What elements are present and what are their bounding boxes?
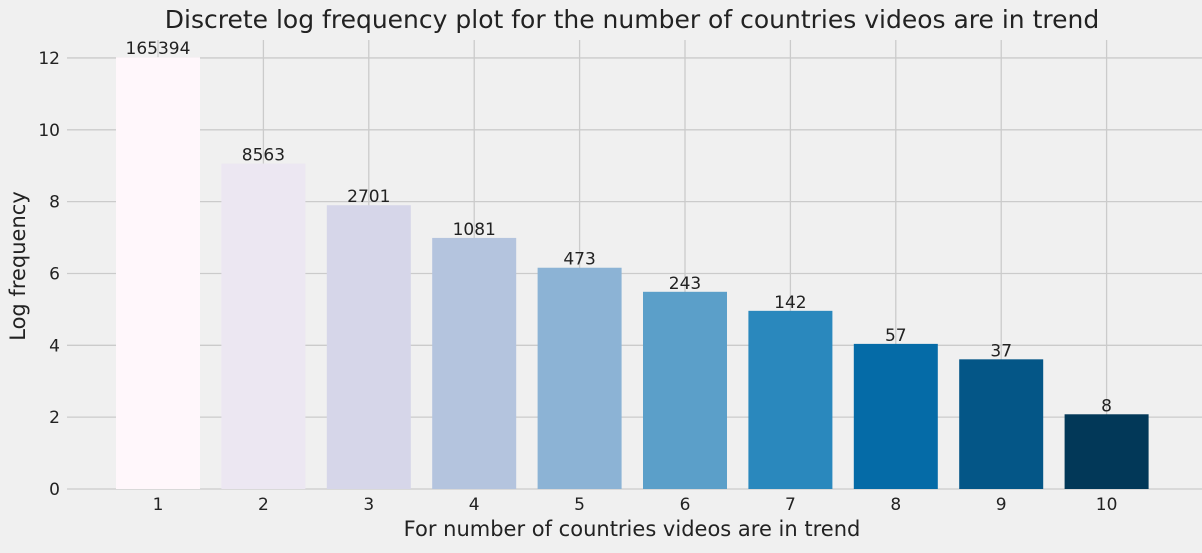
y-tick-label: 2 (49, 408, 60, 428)
x-tick-label: 10 (1096, 495, 1118, 515)
bar (432, 237, 517, 489)
bars (116, 57, 1149, 489)
bar (1064, 414, 1149, 489)
x-tick-label: 8 (890, 495, 901, 515)
x-tick-label: 2 (258, 495, 269, 515)
bar-data-labels: 165394 8563 2701 1081 473 243 142 57 37 8 (126, 39, 1112, 416)
x-axis-ticks: 1 2 3 4 5 6 7 8 9 10 (153, 495, 1118, 515)
x-tick-label: 9 (996, 495, 1007, 515)
bar (643, 291, 727, 489)
chart-title: Discrete log frequency plot for the numb… (165, 5, 1099, 34)
bar (853, 343, 938, 489)
bar (221, 163, 306, 489)
bar-data-label: 165394 (126, 39, 191, 59)
x-tick-label: 6 (680, 495, 691, 515)
bar (959, 359, 1044, 489)
y-axis-label: Log frequency (6, 191, 30, 341)
x-tick-label: 1 (153, 495, 164, 515)
bar-data-label: 8563 (242, 146, 285, 166)
bar-data-label: 473 (563, 250, 595, 270)
bar-data-label: 1081 (453, 220, 496, 240)
x-tick-label: 5 (574, 495, 585, 515)
bar-data-label: 8 (1101, 396, 1112, 416)
bar-data-label: 243 (669, 274, 701, 294)
y-tick-label: 8 (49, 193, 60, 213)
bar-data-label: 57 (885, 326, 907, 346)
bar-data-label: 142 (774, 293, 806, 313)
x-tick-label: 3 (363, 495, 374, 515)
y-tick-label: 4 (49, 336, 60, 356)
y-axis-ticks: 0 2 4 6 8 10 12 (38, 49, 60, 500)
y-tick-label: 0 (49, 480, 60, 500)
x-tick-label: 7 (785, 495, 796, 515)
bar (116, 57, 200, 489)
bar (326, 205, 411, 489)
bar (748, 310, 833, 489)
bar-data-label: 2701 (347, 187, 390, 207)
bar (537, 267, 622, 489)
x-tick-label: 4 (469, 495, 480, 515)
y-tick-label: 6 (49, 264, 60, 284)
y-tick-label: 10 (38, 121, 60, 141)
bar-data-label: 37 (990, 341, 1012, 361)
y-tick-label: 12 (38, 49, 60, 69)
x-axis-label: For number of countries videos are in tr… (404, 517, 861, 541)
